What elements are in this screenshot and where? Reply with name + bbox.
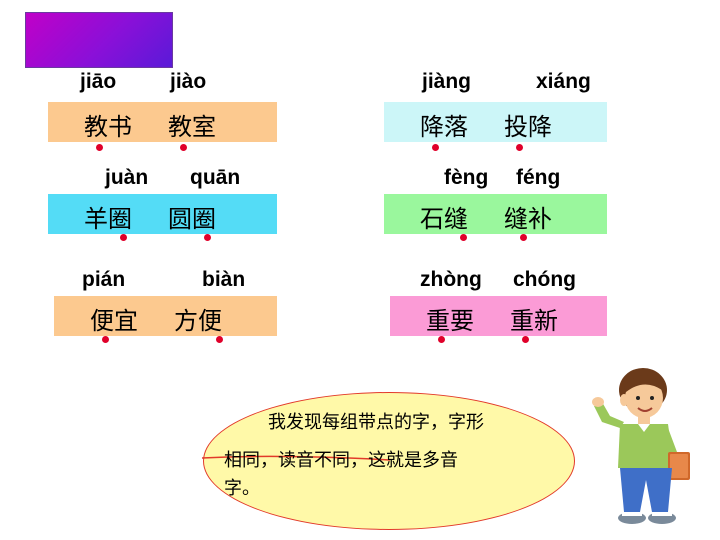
group-4-pinyin-1: fèng (444, 166, 489, 189)
group-6-word-2: 重新 (510, 307, 558, 335)
group-3-dot-2 (204, 234, 211, 241)
group-6-word-1: 重要 (426, 307, 474, 335)
group-1-pinyin-2: jiào (170, 70, 207, 93)
speech-line-3: 字。 (224, 478, 260, 499)
group-1-dot-2 (180, 144, 187, 151)
group-3-box: 羊圈 圆圈 (48, 194, 277, 234)
group-6-dot-1 (438, 336, 445, 343)
group-6-pinyin-1: zhòng (420, 268, 482, 291)
bubble-tail-line (201, 455, 391, 461)
group-4-box: 石缝 缝补 (384, 194, 607, 234)
group-3-dot-1 (120, 234, 127, 241)
group-5-word-2: 方便 (174, 307, 222, 335)
group-5-dot-1 (102, 336, 109, 343)
group-5-pinyin-1: pián (82, 268, 126, 291)
group-4-word-1: 石缝 (420, 205, 468, 233)
group-6-box: 重要 重新 (390, 296, 607, 336)
boy-student-icon (592, 368, 690, 524)
group-2-box: 降落 投降 (384, 102, 607, 142)
group-6-pinyin-2: chóng (513, 268, 576, 291)
group-4-dot-2 (520, 234, 527, 241)
group-5-pinyin-2: biàn (202, 268, 246, 291)
group-1-dot-1 (96, 144, 103, 151)
group-5-dot-2 (216, 336, 223, 343)
group-2-pinyin-2: xiáng (536, 70, 591, 93)
group-2-dot-2 (516, 144, 523, 151)
group-3-word-1: 羊圈 (84, 205, 132, 233)
group-4-word-2: 缝补 (504, 205, 552, 233)
group-2-word-1: 降落 (420, 113, 468, 141)
group-1-word-1: 教书 (84, 113, 132, 141)
group-1-word-2: 教室 (168, 113, 216, 141)
group-1-box: 教书 教室 (48, 102, 277, 142)
group-4-pinyin-2: féng (516, 166, 561, 189)
group-4-dot-1 (460, 234, 467, 241)
group-5-box: 便宜 方便 (54, 296, 277, 336)
group-3-pinyin-2: quān (190, 166, 241, 189)
speech-bubble (203, 392, 575, 530)
group-2-pinyin-1: jiàng (422, 70, 472, 93)
speech-line-1: 我发现每组带点的字，字形 (268, 412, 484, 433)
speech-line-2: 相同，读音不同，这就是多音 (224, 450, 458, 471)
group-1-pinyin-1: jiāo (80, 70, 117, 93)
group-5-word-1: 便宜 (90, 307, 138, 335)
group-3-pinyin-1: juàn (105, 166, 149, 189)
group-2-word-2: 投降 (504, 113, 552, 141)
group-2-dot-1 (432, 144, 439, 151)
group-6-dot-2 (522, 336, 529, 343)
group-3-word-2: 圆圈 (168, 205, 216, 233)
title-block (25, 12, 173, 68)
